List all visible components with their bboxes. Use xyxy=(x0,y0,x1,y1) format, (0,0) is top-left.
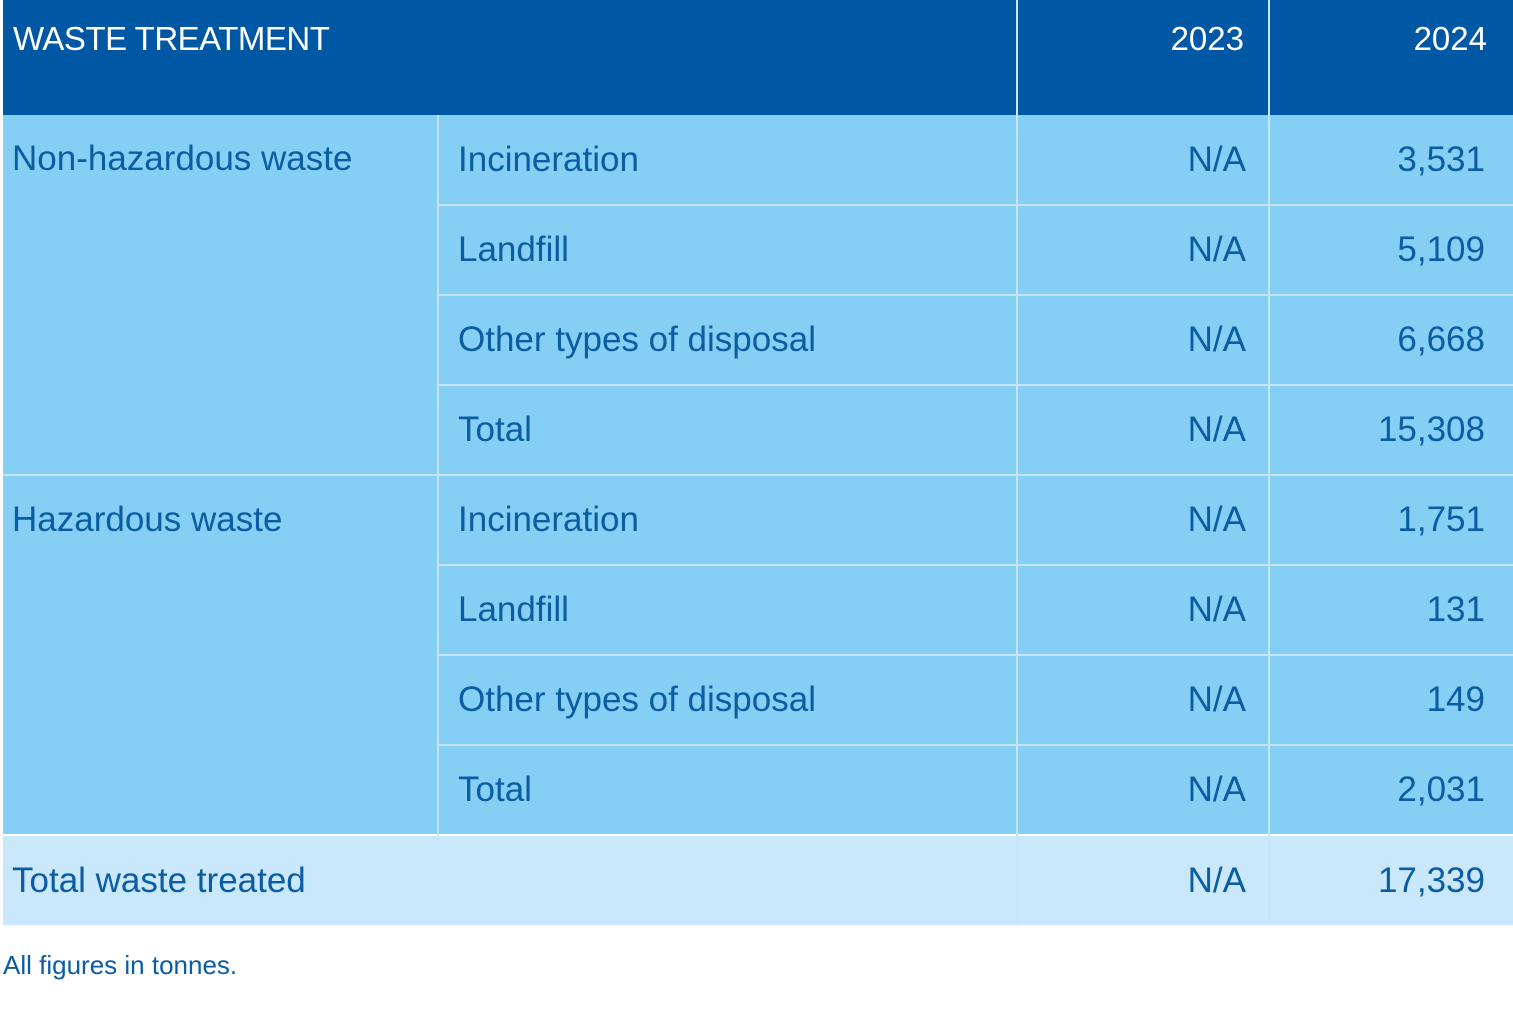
value-2024-cell: 1,751 xyxy=(1268,474,1513,565)
method-cell: Landfill xyxy=(437,204,1017,295)
table-row: Landfill N/A 5,109 xyxy=(3,204,1513,295)
value-2024-cell: 2,031 xyxy=(1268,744,1513,835)
table-row: Other types of disposal N/A 6,668 xyxy=(3,294,1513,385)
grand-total-label: Total waste treated xyxy=(3,834,1017,925)
method-cell: Total xyxy=(437,384,1017,475)
units-footnote: All figures in tonnes. xyxy=(3,950,238,980)
group-label-hazardous: Hazardous waste xyxy=(3,474,438,835)
table-row-subtotal: Total N/A 2,031 xyxy=(3,744,1513,835)
value-2024-cell: 6,668 xyxy=(1268,294,1513,385)
table-row-subtotal: Total N/A 15,308 xyxy=(3,384,1513,475)
method-cell: Landfill xyxy=(437,564,1017,655)
value-2024-cell: 5,109 xyxy=(1268,204,1513,295)
grand-total-row: Total waste treated N/A 17,339 xyxy=(3,834,1513,925)
value-2023-cell: N/A xyxy=(1016,744,1269,835)
value-2024-cell: 149 xyxy=(1268,654,1513,745)
method-cell: Other types of disposal xyxy=(437,294,1017,385)
table-title: WASTE TREATMENT xyxy=(3,0,1017,115)
table-row: Hazardous waste Incineration N/A 1,751 xyxy=(3,474,1513,835)
value-2023-cell: N/A xyxy=(1016,474,1269,565)
column-header-2024: 2024 xyxy=(1268,0,1513,115)
grand-total-2023: N/A xyxy=(1016,834,1269,925)
value-2023-cell: N/A xyxy=(1016,294,1269,385)
waste-treatment-table: WASTE TREATMENT 2023 2024 Non-hazardous … xyxy=(3,0,1513,925)
value-2023-cell: N/A xyxy=(1016,204,1269,295)
group-label-non-hazardous: Non-hazardous waste xyxy=(3,115,438,475)
table-row: Landfill N/A 131 xyxy=(3,564,1513,655)
value-2024-cell: 3,531 xyxy=(1268,115,1513,205)
value-2023-cell: N/A xyxy=(1016,384,1269,475)
table-row: Non-hazardous waste Incineration N/A 3,5… xyxy=(3,115,1513,475)
grand-total-2024: 17,339 xyxy=(1268,834,1513,925)
method-cell: Incineration xyxy=(437,115,1017,205)
header-row: WASTE TREATMENT 2023 2024 xyxy=(3,0,1513,115)
value-2023-cell: N/A xyxy=(1016,654,1269,745)
value-2024-cell: 131 xyxy=(1268,564,1513,655)
column-header-2023: 2023 xyxy=(1016,0,1269,115)
method-cell: Incineration xyxy=(437,474,1017,565)
value-2023-cell: N/A xyxy=(1016,115,1269,205)
method-cell: Other types of disposal xyxy=(437,654,1017,745)
value-2024-cell: 15,308 xyxy=(1268,384,1513,475)
method-cell: Total xyxy=(437,744,1017,835)
table-row: Other types of disposal N/A 149 xyxy=(3,654,1513,745)
value-2023-cell: N/A xyxy=(1016,564,1269,655)
